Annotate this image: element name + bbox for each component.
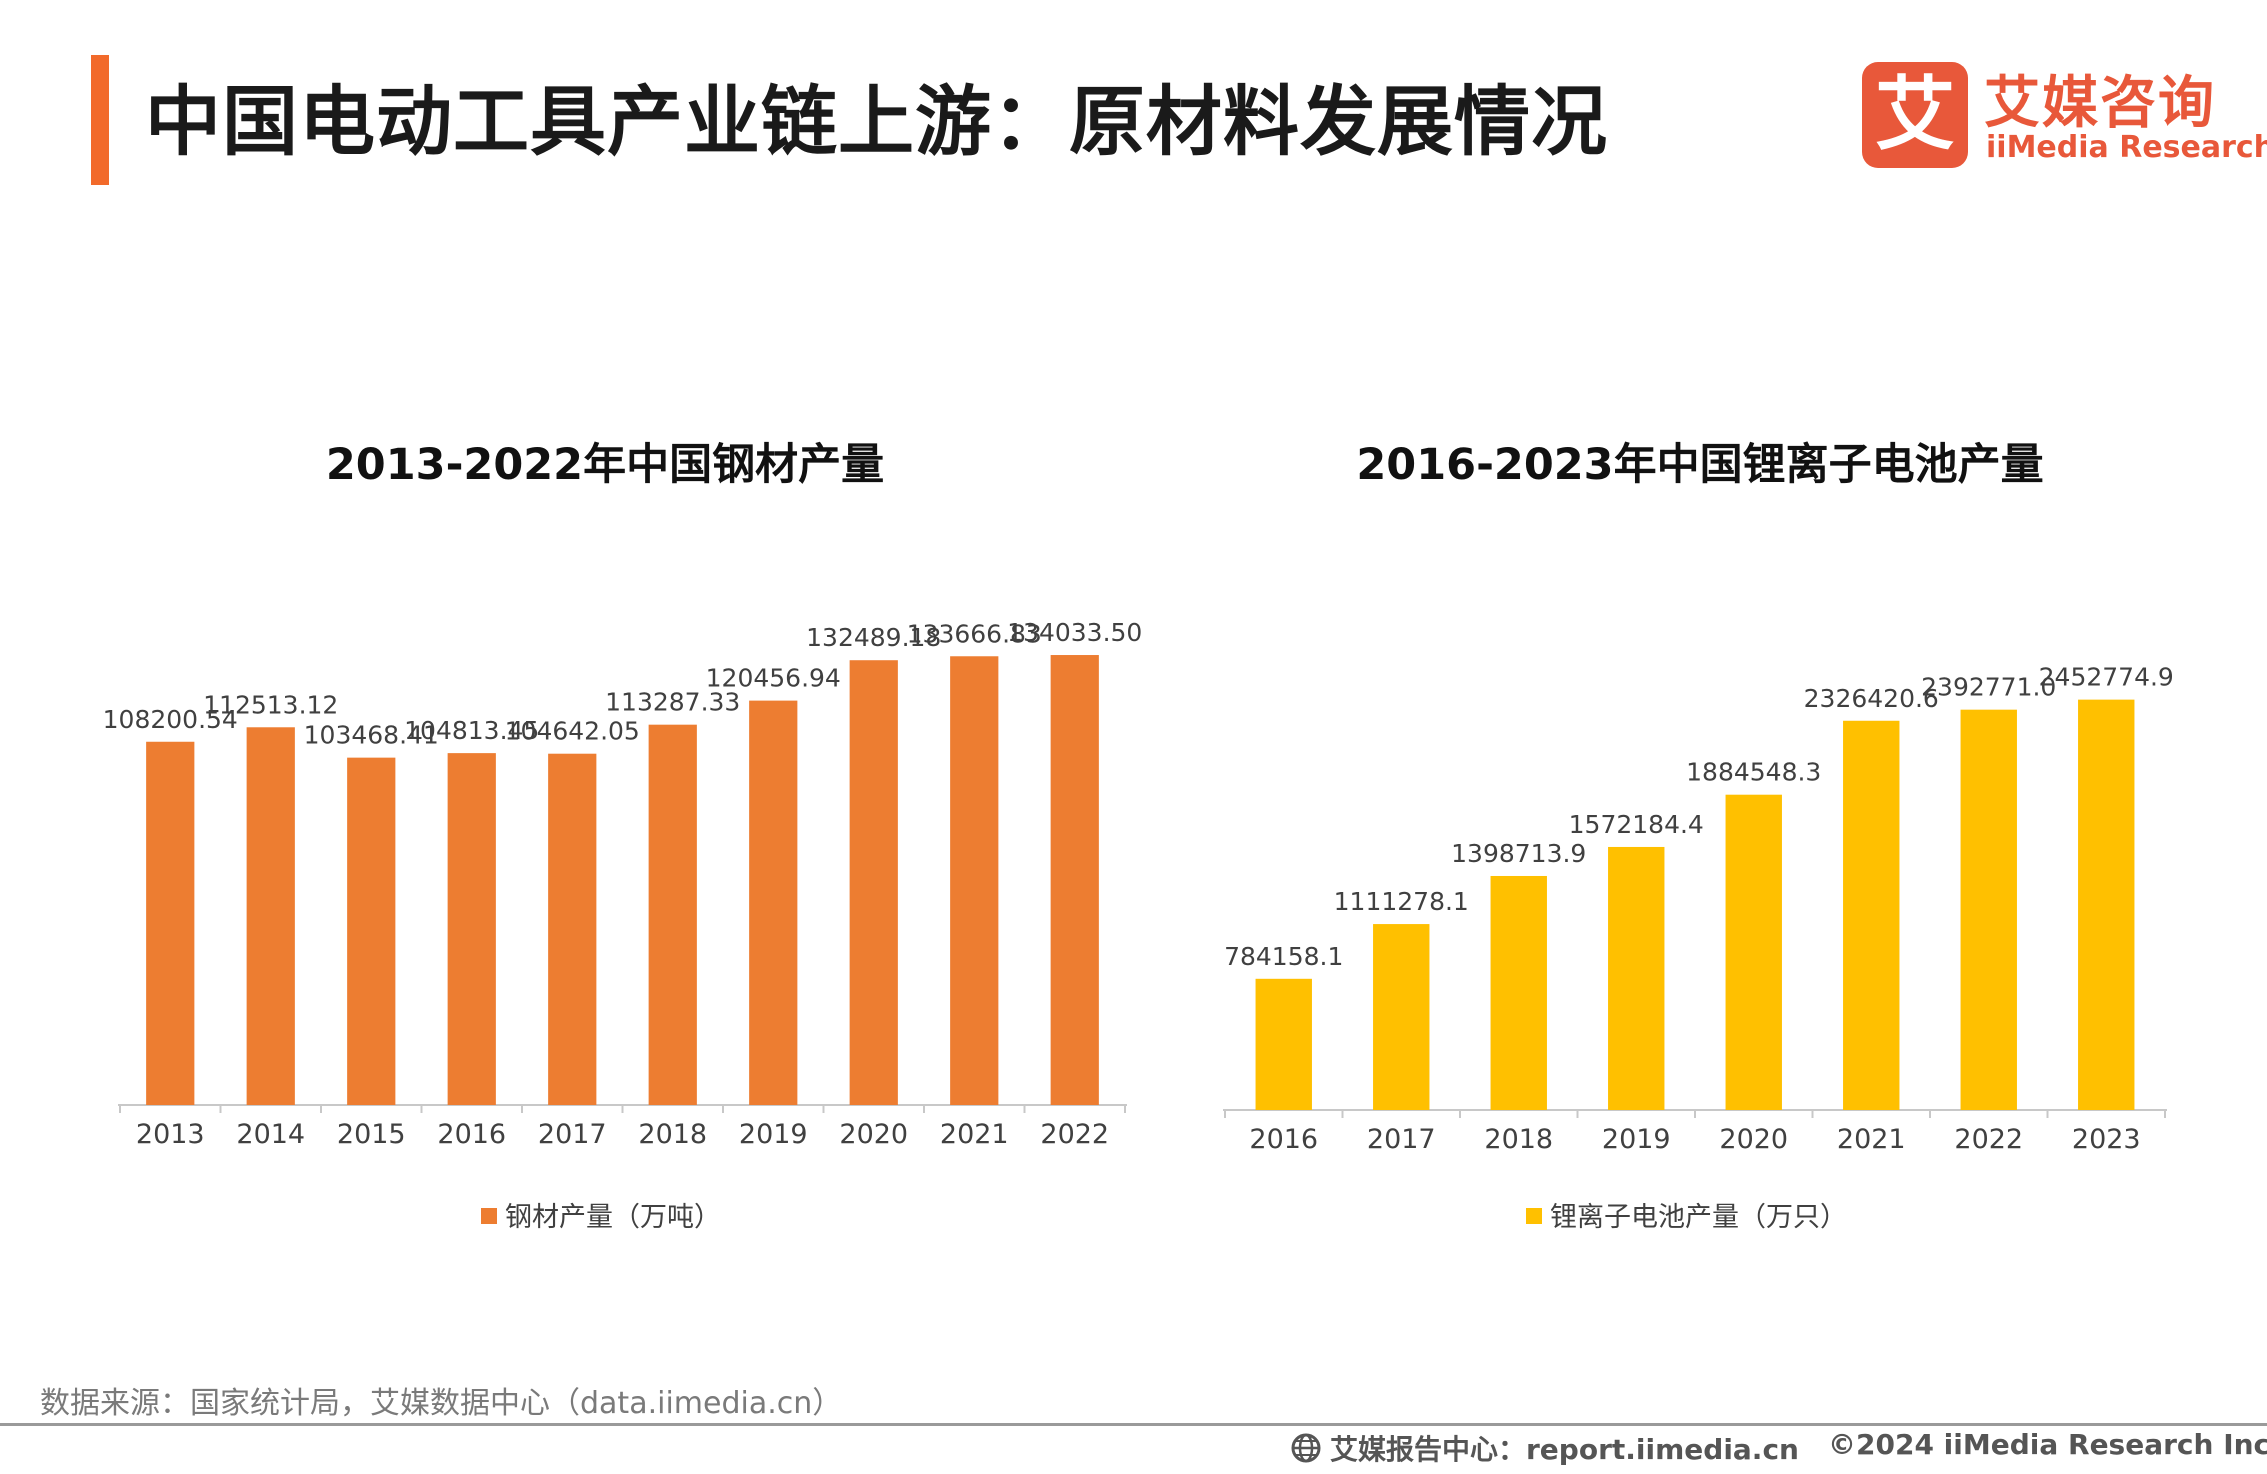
globe-icon (1291, 1433, 1321, 1463)
steel-tick-label-2020: 2020 (839, 1119, 908, 1150)
logo-chinese-name: 艾媒咨询 (1984, 71, 2216, 136)
steel-tick-label-2014: 2014 (236, 1119, 305, 1150)
battery-value-label-2016: 784158.1 (1224, 942, 1343, 971)
battery-tick-label-2023: 2023 (2072, 1124, 2141, 1155)
steel-bar-2020 (849, 660, 898, 1105)
battery-chart-title: 2016-2023年中国锂离子电池产量 (1356, 440, 2044, 490)
brand-logo: 艾 艾媒咨询 iiMedia Research (1862, 62, 2267, 172)
data-source-note: 数据来源：国家统计局，艾媒数据中心（data.iimedia.cn） (40, 1386, 843, 1421)
steel-value-label-2015: 103468.41 (304, 721, 439, 750)
battery-tick-label-2019: 2019 (1602, 1124, 1671, 1155)
steel-tick-label-2021: 2021 (940, 1119, 1009, 1150)
steel-tick-label-2013: 2013 (136, 1119, 205, 1150)
battery-value-label-2021: 2326420.6 (1804, 684, 1939, 713)
battery-chart-legend: 锂离子电池产量（万只） (1526, 1195, 1847, 1234)
steel-chart-legend: 钢材产量（万吨） (481, 1195, 721, 1234)
steel-bar-2015 (347, 757, 396, 1105)
battery-legend-label: 锂离子电池产量（万只） (1550, 1202, 1847, 1233)
steel-value-label-2022: 134033.50 (1007, 618, 1142, 647)
steel-bar-2021 (950, 656, 999, 1105)
steel-value-label-2016: 104813.45 (404, 716, 539, 745)
battery-value-label-2017: 1111278.1 (1334, 887, 1469, 916)
steel-tick-label-2015: 2015 (337, 1119, 406, 1150)
steel-bar-2019 (749, 700, 798, 1105)
battery-bar-2019 (1608, 846, 1665, 1110)
steel-value-label-2020: 132489.18 (806, 623, 941, 652)
battery-bar-2023 (2078, 699, 2135, 1110)
steel-value-label-2013: 108200.54 (103, 705, 238, 734)
steel-tick-label-2018: 2018 (638, 1119, 707, 1150)
steel-production-chart: 108200.54 2013 112513.12 2014 103468.41 2015 1… (103, 618, 1143, 1150)
steel-bar-2018 (648, 724, 697, 1105)
steel-value-label-2018: 113287.33 (605, 688, 740, 717)
steel-bar-2017 (548, 753, 597, 1105)
battery-value-label-2022: 2392771.0 (1921, 673, 2056, 702)
battery-bar-2016 (1255, 978, 1312, 1110)
steel-tick-label-2016: 2016 (437, 1119, 506, 1150)
battery-value-label-2023: 2452774.9 (2039, 663, 2174, 692)
battery-tick-label-2020: 2020 (1719, 1124, 1788, 1155)
page-title: 中国电动工具产业链上游：原材料发展情况 (145, 77, 1608, 166)
title-accent-bar (91, 55, 109, 185)
battery-production-chart: 784158.1 2016 1111278.1 2017 1398713.9 2018 15… (1223, 663, 2174, 1155)
battery-value-label-2020: 1884548.3 (1686, 758, 1821, 787)
battery-tick-label-2016: 2016 (1249, 1124, 1318, 1155)
battery-tick-label-2017: 2017 (1367, 1124, 1436, 1155)
battery-bar-2020 (1725, 794, 1782, 1110)
steel-chart-title: 2013-2022年中国钢材产量 (325, 440, 885, 490)
battery-value-label-2019: 1572184.4 (1569, 810, 1704, 839)
footer-copyright: ©2024 iiMedia Research Inc (1828, 1428, 2267, 1461)
battery-tick-label-2021: 2021 (1837, 1124, 1906, 1155)
steel-legend-label: 钢材产量（万吨） (505, 1202, 721, 1233)
steel-value-label-2021: 133666.83 (907, 619, 1042, 648)
steel-bar-2013 (146, 741, 195, 1105)
steel-legend-swatch (481, 1207, 497, 1224)
battery-bar-2022 (1960, 709, 2017, 1110)
battery-legend-swatch (1526, 1207, 1542, 1224)
steel-value-label-2014: 112513.12 (203, 690, 338, 719)
battery-value-label-2018: 1398713.9 (1451, 839, 1586, 868)
steel-bar-2014 (246, 727, 295, 1105)
battery-bar-2018 (1490, 875, 1547, 1110)
steel-bar-2022 (1050, 655, 1099, 1105)
logo-english-name: iiMedia Research (1986, 130, 2267, 165)
steel-bar-2016 (447, 753, 496, 1105)
battery-tick-label-2022: 2022 (1954, 1124, 2023, 1155)
battery-bar-2017 (1373, 924, 1430, 1110)
steel-tick-label-2019: 2019 (739, 1119, 808, 1150)
battery-tick-label-2018: 2018 (1484, 1124, 1553, 1155)
steel-tick-label-2022: 2022 (1040, 1119, 1109, 1150)
battery-bar-2021 (1843, 720, 1900, 1110)
steel-tick-label-2017: 2017 (538, 1119, 607, 1150)
footer-divider (0, 1423, 2267, 1426)
logo-mark-icon: 艾 (1862, 62, 1968, 168)
steel-value-label-2017: 104642.05 (505, 717, 640, 746)
steel-value-label-2019: 120456.94 (706, 664, 841, 693)
footer-report-text: 艾媒报告中心：report.iimedia.cn (1330, 1433, 1799, 1466)
footer-report-link[interactable]: 艾媒报告中心：report.iimedia.cn (1290, 1428, 1799, 1468)
